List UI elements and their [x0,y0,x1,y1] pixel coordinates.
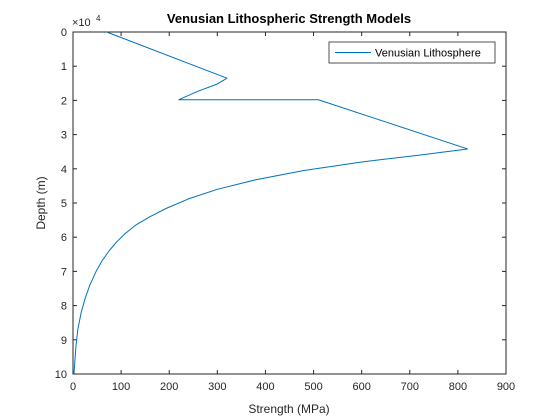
x-tick-label: 500 [304,381,322,393]
y-exponent-power: 4 [96,14,101,23]
x-tick-label: 100 [112,381,130,393]
y-tick-label: 10 [55,369,67,381]
y-tick-label: 1 [61,61,67,73]
y-exponent-label: ×10 4 [72,14,101,29]
y-tick-label: 5 [61,198,67,210]
y-tick-label: 9 [61,335,67,347]
series-layer [73,31,469,375]
x-tick-label: 200 [160,381,178,393]
y-tick-label: 2 [61,95,67,107]
x-tick-label: 600 [352,381,370,393]
x-tick-label: 800 [449,381,467,393]
x-tick-label: 300 [208,381,226,393]
chart-title: Venusian Lithospheric Strength Models [167,11,411,26]
x-tick-label: 0 [70,381,76,393]
series-line-venusian-lithosphere [73,31,469,375]
x-axis-label: Strength (MPa) [248,402,329,416]
legend-box [328,41,496,64]
x-tick-label: 400 [256,381,274,393]
y-tick-label: 6 [61,232,67,244]
y-tick-label: 0 [61,27,67,39]
plot-area [72,31,507,375]
legend-label-venusian-lithosphere: Venusian Lithosphere [375,48,481,60]
legend: Venusian Lithosphere [328,41,496,64]
y-tick-label: 8 [61,301,67,313]
y-tick-label: 4 [61,164,67,176]
y-tick-label: 3 [61,130,67,142]
ticks-layer: 0 100 200 300 400 500 600 700 800 900 0 1 2 3 4 5 6 7 8 9 10 [55,27,515,393]
x-tick-label: 700 [401,381,419,393]
y-exponent-base: ×10 [72,17,91,29]
y-axis-label: Depth (m) [34,176,48,229]
y-tick-label: 7 [61,266,67,278]
x-tick-label: 900 [497,381,515,393]
